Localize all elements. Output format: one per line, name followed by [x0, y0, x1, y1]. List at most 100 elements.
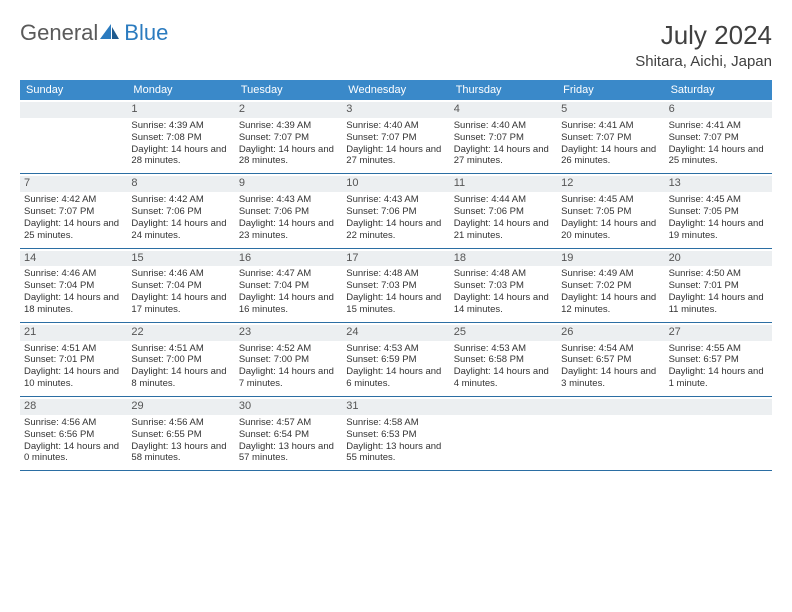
daylight-text: Daylight: 14 hours and 28 minutes. [131, 144, 230, 168]
week-row: 1Sunrise: 4:39 AMSunset: 7:08 PMDaylight… [20, 100, 772, 174]
sunset-text: Sunset: 6:53 PM [346, 429, 445, 441]
daylight-text: Daylight: 14 hours and 22 minutes. [346, 218, 445, 242]
daylight-text: Daylight: 14 hours and 3 minutes. [561, 366, 660, 390]
logo: General Blue [20, 20, 168, 46]
sunset-text: Sunset: 7:03 PM [454, 280, 553, 292]
sunset-text: Sunset: 7:03 PM [346, 280, 445, 292]
sunset-text: Sunset: 7:06 PM [454, 206, 553, 218]
sunrise-text: Sunrise: 4:41 AM [561, 120, 660, 132]
daylight-text: Daylight: 14 hours and 12 minutes. [561, 292, 660, 316]
sunrise-text: Sunrise: 4:48 AM [454, 268, 553, 280]
daylight-text: Daylight: 14 hours and 19 minutes. [669, 218, 768, 242]
day-cell: 13Sunrise: 4:45 AMSunset: 7:05 PMDayligh… [665, 174, 772, 247]
daylight-text: Daylight: 14 hours and 27 minutes. [346, 144, 445, 168]
sunrise-text: Sunrise: 4:57 AM [239, 417, 338, 429]
day-cell: 3Sunrise: 4:40 AMSunset: 7:07 PMDaylight… [342, 100, 449, 173]
sunrise-text: Sunrise: 4:56 AM [24, 417, 123, 429]
day-content: Sunrise: 4:53 AMSunset: 6:58 PMDaylight:… [454, 343, 553, 391]
sunset-text: Sunset: 7:06 PM [131, 206, 230, 218]
sunrise-text: Sunrise: 4:48 AM [346, 268, 445, 280]
day-content: Sunrise: 4:46 AMSunset: 7:04 PMDaylight:… [131, 268, 230, 316]
day-number: 11 [450, 176, 557, 192]
location-label: Shitara, Aichi, Japan [635, 53, 772, 70]
day-number: 8 [127, 176, 234, 192]
logo-word-1: General [20, 20, 98, 46]
daylight-text: Daylight: 13 hours and 58 minutes. [131, 441, 230, 465]
day-cell: 28Sunrise: 4:56 AMSunset: 6:56 PMDayligh… [20, 397, 127, 470]
day-content: Sunrise: 4:51 AMSunset: 7:01 PMDaylight:… [24, 343, 123, 391]
sunrise-text: Sunrise: 4:51 AM [131, 343, 230, 355]
sunset-text: Sunset: 7:05 PM [561, 206, 660, 218]
day-cell: 10Sunrise: 4:43 AMSunset: 7:06 PMDayligh… [342, 174, 449, 247]
day-content: Sunrise: 4:45 AMSunset: 7:05 PMDaylight:… [669, 194, 768, 242]
sunrise-text: Sunrise: 4:44 AM [454, 194, 553, 206]
week-row: 14Sunrise: 4:46 AMSunset: 7:04 PMDayligh… [20, 249, 772, 323]
day-content: Sunrise: 4:55 AMSunset: 6:57 PMDaylight:… [669, 343, 768, 391]
day-cell: 24Sunrise: 4:53 AMSunset: 6:59 PMDayligh… [342, 323, 449, 396]
day-number: 12 [557, 176, 664, 192]
sunset-text: Sunset: 7:00 PM [239, 354, 338, 366]
weekday-header: Tuesday [235, 80, 342, 100]
day-number: 26 [557, 325, 664, 341]
sunset-text: Sunset: 6:55 PM [131, 429, 230, 441]
day-number: 1 [127, 102, 234, 118]
day-number: 15 [127, 251, 234, 267]
day-number: 10 [342, 176, 449, 192]
sunrise-text: Sunrise: 4:45 AM [561, 194, 660, 206]
sunset-text: Sunset: 7:04 PM [24, 280, 123, 292]
sunrise-text: Sunrise: 4:58 AM [346, 417, 445, 429]
weekday-header: Sunday [20, 80, 127, 100]
sunset-text: Sunset: 7:01 PM [24, 354, 123, 366]
day-cell: 26 Sunrise: 4:54 AMSunset: 6:57 PMDayligh… [557, 323, 664, 396]
day-content: Sunrise: 4:54 AMSunset: 6:57 PMDaylight:… [561, 343, 660, 391]
week-row: 21Sunrise: 4:51 AMSunset: 7:01 PMDayligh… [20, 323, 772, 397]
sunrise-text: Sunrise: 4:47 AM [239, 268, 338, 280]
weekday-header: Thursday [450, 80, 557, 100]
day-number: 31 [342, 399, 449, 415]
day-number [557, 399, 664, 415]
day-number: 27 [665, 325, 772, 341]
sunrise-text: Sunrise: 4:40 AM [346, 120, 445, 132]
day-cell: 14Sunrise: 4:46 AMSunset: 7:04 PMDayligh… [20, 249, 127, 322]
day-number [20, 102, 127, 118]
day-cell: 20Sunrise: 4:50 AMSunset: 7:01 PMDayligh… [665, 249, 772, 322]
day-content: Sunrise: 4:52 AMSunset: 7:00 PMDaylight:… [239, 343, 338, 391]
daylight-text: Daylight: 14 hours and 23 minutes. [239, 218, 338, 242]
daylight-text: Daylight: 14 hours and 16 minutes. [239, 292, 338, 316]
sunset-text: Sunset: 7:07 PM [454, 132, 553, 144]
day-number: 29 [127, 399, 234, 415]
day-number: 3 [342, 102, 449, 118]
day-content: Sunrise: 4:50 AMSunset: 7:01 PMDaylight:… [669, 268, 768, 316]
day-content: Sunrise: 4:46 AMSunset: 7:04 PMDaylight:… [24, 268, 123, 316]
daylight-text: Daylight: 14 hours and 21 minutes. [454, 218, 553, 242]
sunset-text: Sunset: 7:08 PM [131, 132, 230, 144]
day-cell: 15Sunrise: 4:46 AMSunset: 7:04 PMDayligh… [127, 249, 234, 322]
sunset-text: Sunset: 7:04 PM [131, 280, 230, 292]
day-cell: 18Sunrise: 4:48 AMSunset: 7:03 PMDayligh… [450, 249, 557, 322]
day-cell: 31Sunrise: 4:58 AMSunset: 6:53 PMDayligh… [342, 397, 449, 470]
day-number: 22 [127, 325, 234, 341]
day-content: Sunrise: 4:42 AMSunset: 7:07 PMDaylight:… [24, 194, 123, 242]
day-content: Sunrise: 4:48 AMSunset: 7:03 PMDaylight:… [454, 268, 553, 316]
daylight-text: Daylight: 14 hours and 24 minutes. [131, 218, 230, 242]
day-content: Sunrise: 4:57 AMSunset: 6:54 PMDaylight:… [239, 417, 338, 465]
day-cell: 30Sunrise: 4:57 AMSunset: 6:54 PMDayligh… [235, 397, 342, 470]
day-content: Sunrise: 4:43 AMSunset: 7:06 PMDaylight:… [239, 194, 338, 242]
sunset-text: Sunset: 7:01 PM [669, 280, 768, 292]
sunrise-text: Sunrise: 4:39 AM [131, 120, 230, 132]
day-number: 2 [235, 102, 342, 118]
day-number: 14 [20, 251, 127, 267]
sunset-text: Sunset: 6:57 PM [561, 354, 660, 366]
day-number: 7 [20, 176, 127, 192]
day-number: 21 [20, 325, 127, 341]
daylight-text: Daylight: 14 hours and 7 minutes. [239, 366, 338, 390]
sunrise-text: Sunrise: 4:49 AM [561, 268, 660, 280]
day-cell: 1 Sunrise: 4:39 AMSunset: 7:08 PMDaylight… [127, 100, 234, 173]
sunset-text: Sunset: 7:02 PM [561, 280, 660, 292]
weekday-header-row: SundayMondayTuesdayWednesdayThursdayFrid… [20, 80, 772, 100]
calendar-grid: SundayMondayTuesdayWednesdayThursdayFrid… [20, 80, 772, 471]
day-content: Sunrise: 4:42 AMSunset: 7:06 PMDaylight:… [131, 194, 230, 242]
sunrise-text: Sunrise: 4:52 AM [239, 343, 338, 355]
sunrise-text: Sunrise: 4:54 AM [561, 343, 660, 355]
day-number: 6 [665, 102, 772, 118]
